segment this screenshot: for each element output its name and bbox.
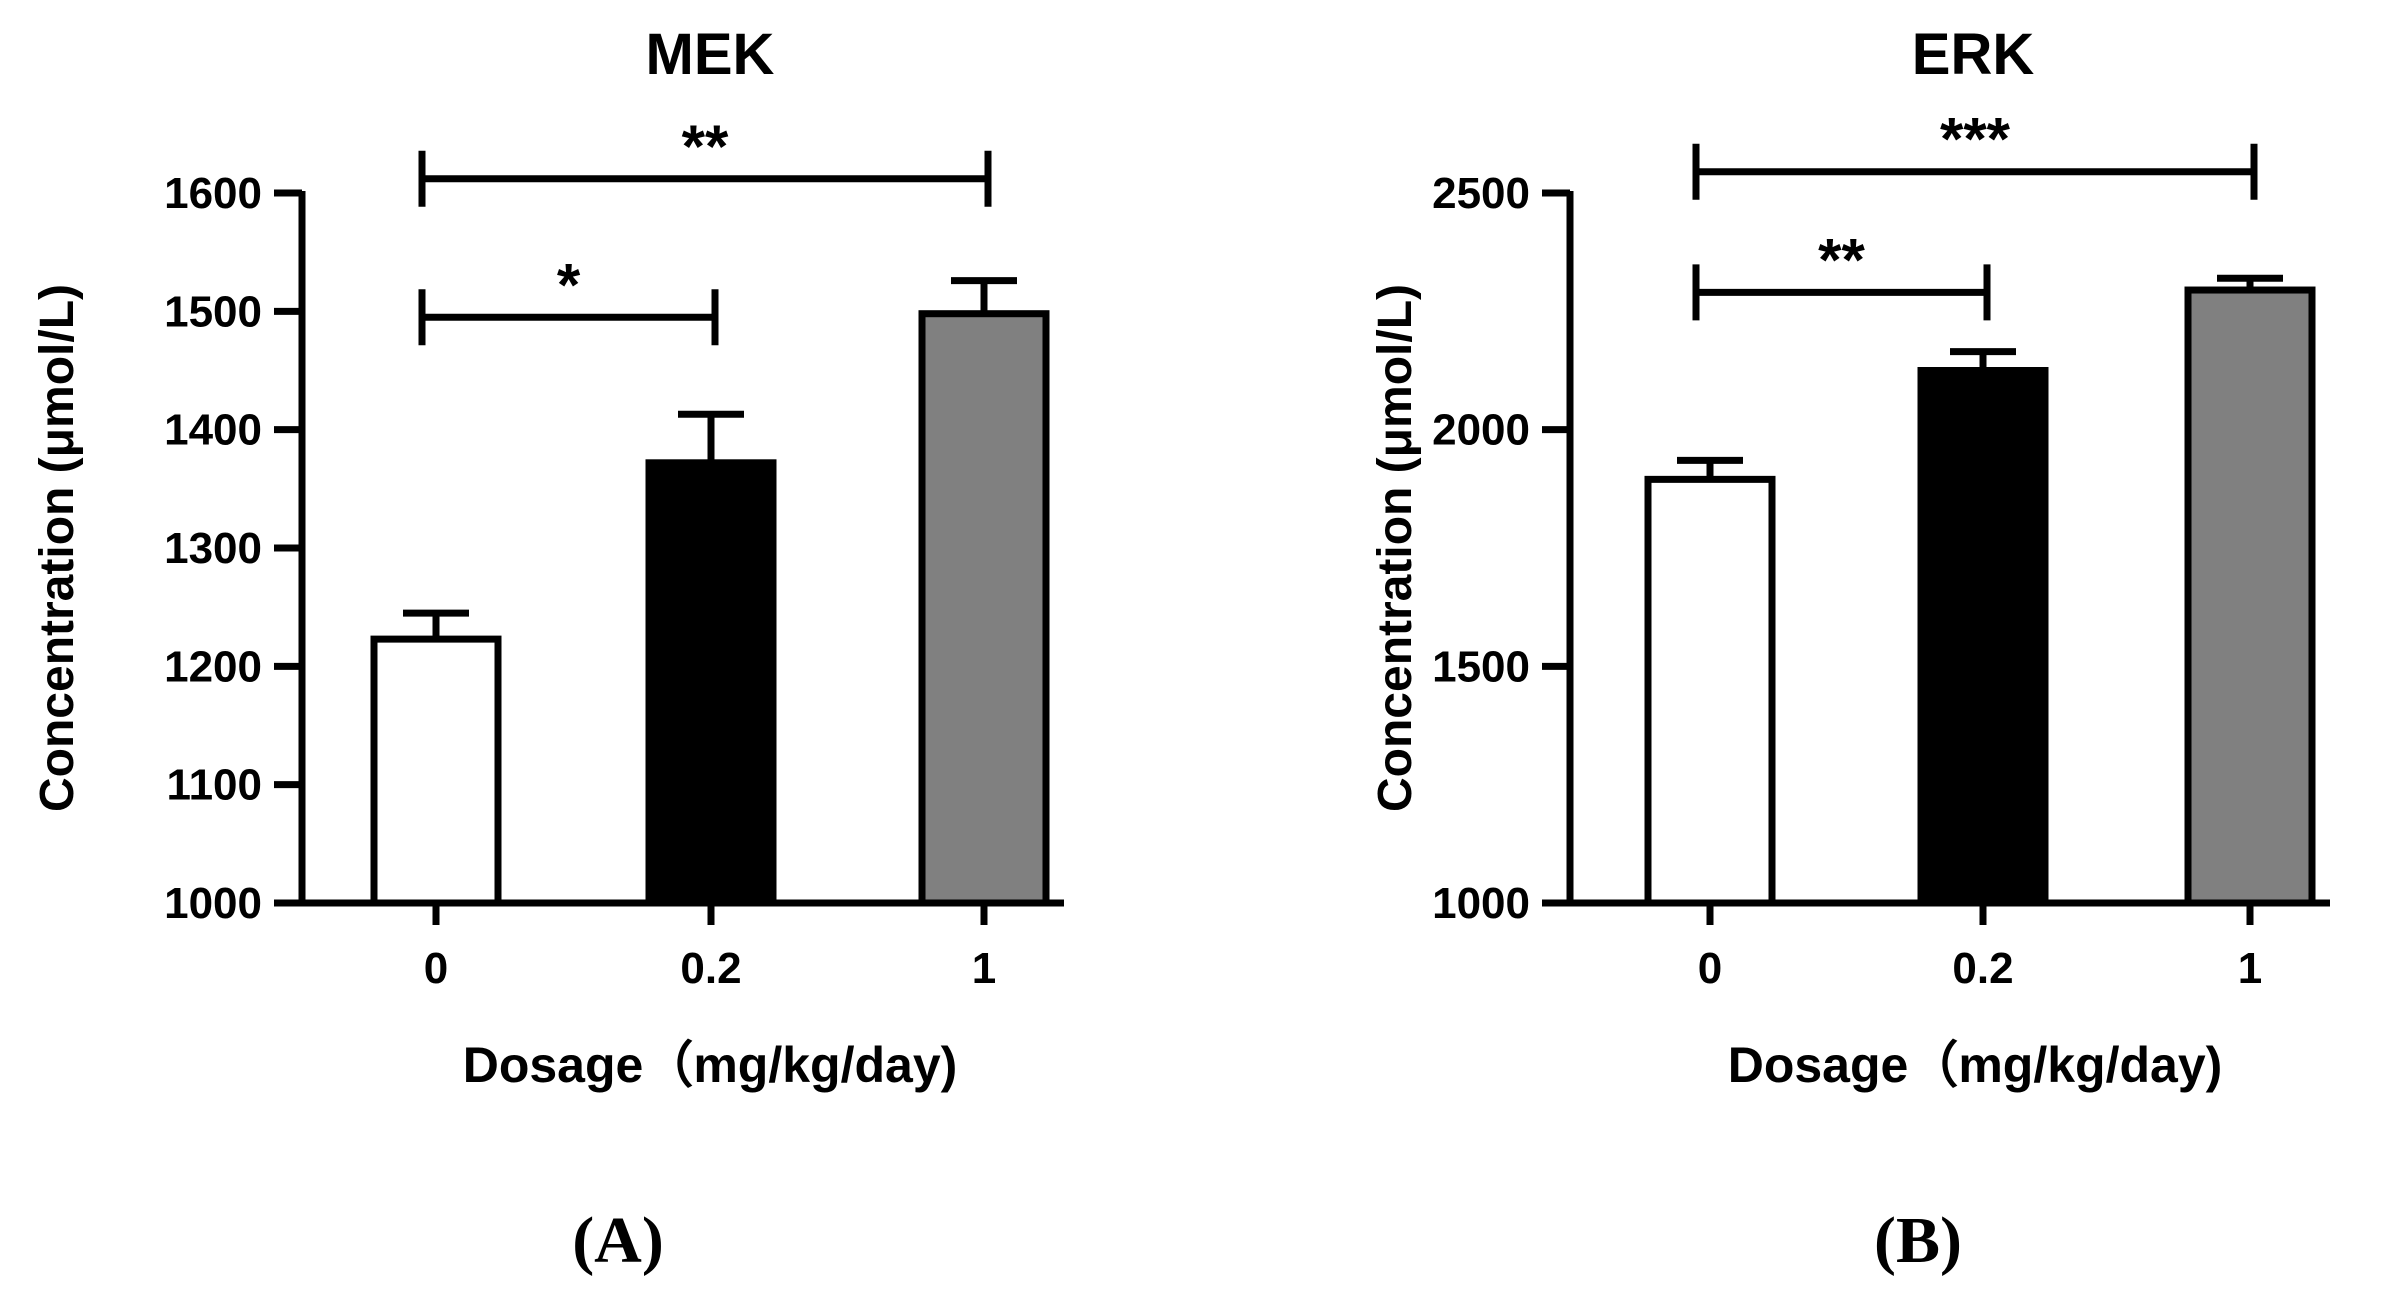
significance-label: * [557, 251, 581, 318]
x-axis-title: Dosage（mg/kg/day) [1728, 1037, 2223, 1093]
bar [1917, 367, 2049, 907]
chart-panel-a: MEK 1000 1100 1200 1300 1400 1500 1600 Concentra… [31, 22, 1064, 1277]
chart-title: MEK [646, 22, 775, 87]
x-tick-label: 1 [972, 944, 996, 993]
y-tick-label: 1300 [164, 524, 262, 573]
y-axis-title: Concentration (μmol/L) [1369, 284, 1422, 812]
x-axis-title: Dosage（mg/kg/day) [463, 1037, 958, 1093]
y-tick-label: 1600 [164, 169, 262, 218]
x-tick-label: 0.2 [680, 944, 741, 993]
panel-label: (B) [1874, 1204, 1962, 1277]
significance-label: *** [1940, 106, 2011, 173]
chart-panel-b: ERK 1000 1500 2000 2500 Concentration (μmol/L… [1369, 22, 2330, 1277]
y-axis-title: Concentration (μmol/L) [31, 284, 84, 812]
y-tick-label: 1400 [164, 406, 262, 455]
significance-label: ** [682, 113, 729, 180]
x-tick-label: 0 [424, 944, 448, 993]
y-tick-label: 2000 [1432, 406, 1530, 455]
bar [918, 310, 1050, 907]
bar [1644, 475, 1776, 907]
x-tick-label: 1 [2238, 944, 2262, 993]
bar [2184, 286, 2316, 907]
y-tick-label: 1000 [164, 879, 262, 928]
x-tick-label: 0.2 [1952, 944, 2013, 993]
y-tick-label: 1500 [1432, 642, 1530, 691]
chart-title: ERK [1912, 22, 2035, 87]
bar [370, 635, 502, 907]
significance-label: ** [1818, 226, 1865, 293]
y-tick-label: 1200 [164, 642, 262, 691]
panel-label: (A) [572, 1204, 664, 1277]
bar [645, 459, 777, 907]
y-tick-label: 1100 [167, 761, 262, 810]
x-tick-label: 0 [1698, 944, 1722, 993]
y-tick-label: 1000 [1432, 879, 1530, 928]
y-tick-label: 1500 [164, 287, 262, 336]
y-tick-label: 2500 [1432, 169, 1530, 218]
